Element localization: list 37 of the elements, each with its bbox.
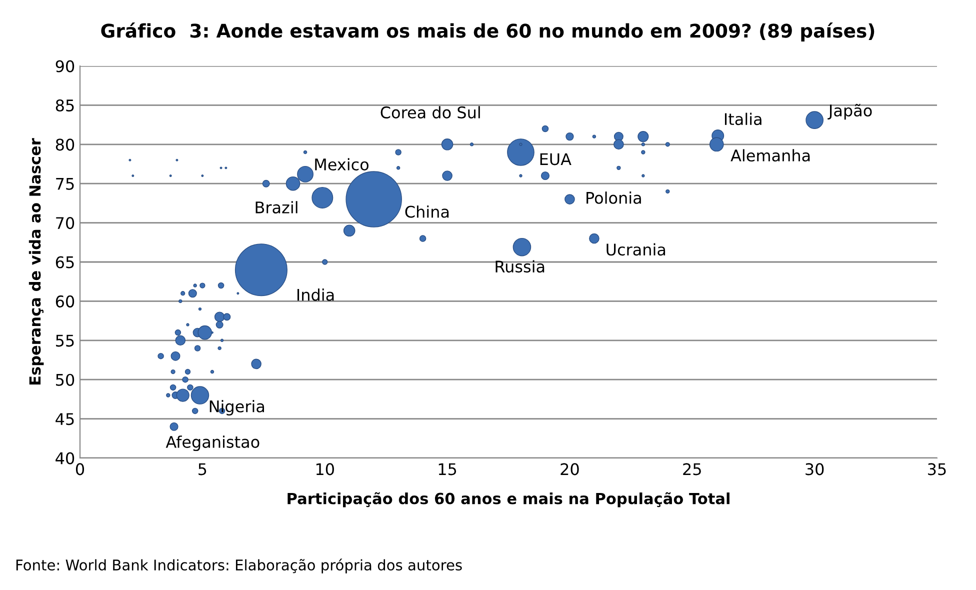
annotation: China (405, 205, 449, 218)
annotation: EUA (540, 153, 572, 166)
y-tick-label: 55 (56, 334, 74, 347)
y-tick-label: 50 (56, 374, 74, 386)
annotation: Japão (828, 104, 872, 120)
y-tick-label: 60 (56, 295, 74, 308)
x-tick-label: 15 (438, 463, 456, 476)
y-tick-label: 70 (56, 217, 74, 230)
x-axis-title: Participação dos 60 anos e mais na População Total (288, 492, 730, 508)
x-tick-label: 5 (198, 463, 206, 476)
annotation: Brazil (256, 201, 298, 214)
annotation: Italia (724, 112, 762, 126)
y-tick-label: 45 (56, 413, 74, 426)
y-tick-label: 90 (56, 60, 74, 72)
annotation: Russia (496, 260, 544, 273)
annotation: Ucrania (606, 243, 666, 256)
annotation: Afeganistao (166, 436, 260, 452)
x-tick-label: 25 (683, 463, 701, 476)
source-note: Fonte: World Bank Indicators: Elaboração própria dos autores (16, 558, 462, 574)
x-tick-label: 35 (928, 463, 946, 476)
x-tick-label: 10 (316, 463, 334, 476)
chart-title: Gráfico 3: Aonde estavam os mais de 60 no mundo em 2009? (89 países) (101, 22, 874, 42)
y-axis-title: Esperança de vida ao Nascer (28, 138, 44, 385)
x-tick-label: 0 (76, 463, 84, 476)
y-tick-label: 40 (56, 452, 74, 464)
y-tick-label: 75 (56, 178, 74, 190)
annotation: Alemanha (730, 149, 810, 162)
annotation: India (297, 288, 334, 301)
annotation: Corea do Sul (380, 106, 480, 118)
annotation: Polonia (586, 192, 641, 204)
x-tick-label: 30 (806, 463, 824, 476)
x-tick-label: 20 (560, 463, 579, 476)
y-tick-label: 85 (56, 99, 74, 112)
annotation: Nigeria (210, 400, 264, 416)
annotation: Mexico (315, 158, 368, 170)
y-tick-label: 80 (56, 138, 74, 151)
y-tick-label: 65 (56, 256, 74, 268)
